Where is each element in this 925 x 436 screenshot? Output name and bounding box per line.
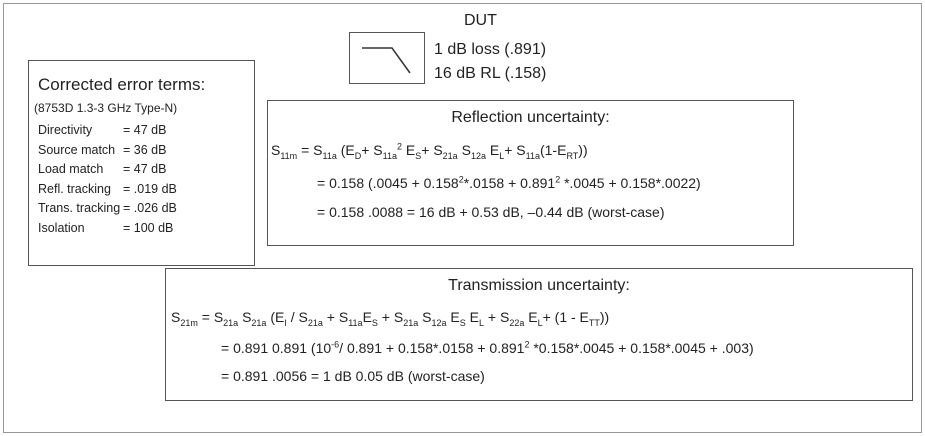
formula-text: E <box>524 309 538 325</box>
subscript: L <box>479 317 485 328</box>
formula-text: *.0158 + 0.891 <box>463 175 556 191</box>
outer-frame <box>3 3 922 433</box>
transmission-box: Transmission uncertainty: S21m = S21a S2… <box>165 268 913 401</box>
subscript: 12a <box>470 150 486 161</box>
term-name: Directivity <box>38 123 93 137</box>
formula-text: S <box>171 309 181 325</box>
formula-text: S <box>418 309 432 325</box>
superscript: 2 <box>524 339 530 350</box>
subscript: S <box>459 317 466 328</box>
formula-line: = 0.158 (.0045 + 0.1582*.0158 + 0.8912 *… <box>317 175 701 191</box>
formula-text: *.0045 + 0.158*.0022) <box>560 175 701 191</box>
term-value: = .026 dB <box>123 201 177 215</box>
error-terms-title: Corrected error terms: <box>38 75 206 94</box>
dut-line: 16 dB RL (.158) <box>434 65 547 82</box>
filter-icon <box>362 47 411 74</box>
formula-text: = S <box>197 309 224 325</box>
superscript: -6 <box>331 339 340 350</box>
term-name: Refl. tracking <box>38 181 111 196</box>
superscript: 2 <box>397 141 403 152</box>
formula-text: = 0.158 (.0045 + 0.158 <box>317 175 459 191</box>
subscript: S <box>415 150 422 161</box>
formula-text: = 0.891 .0056 = 1 dB 0.05 dB (worst-case… <box>221 368 485 384</box>
error-terms-box: Corrected error terms: (8753D 1.3-3 GHz … <box>28 60 255 266</box>
subscript: 12a <box>431 317 447 328</box>
dut-box <box>349 32 425 84</box>
term-name: Trans. tracking <box>38 201 121 215</box>
dut-line: 1 dB loss (.891) <box>434 41 547 58</box>
superscript: 2 <box>555 174 561 185</box>
term-value: = 100 dB <box>123 220 174 235</box>
formula-text: + (1 - E <box>542 309 589 325</box>
term-name: Load match <box>38 162 104 176</box>
subscript: S <box>371 317 378 328</box>
formula-text: + S <box>322 309 349 325</box>
subscript: 22a <box>509 317 525 328</box>
formula-text: )) <box>599 309 610 325</box>
reflection-box: Reflection uncertainty: S11m = S11a (ED+… <box>267 100 794 246</box>
term-value: = 36 dB <box>123 142 167 157</box>
subscript: 21m <box>180 317 198 328</box>
formula-text: (E <box>336 142 355 158</box>
formula-text: E <box>485 142 500 158</box>
formula-line: = 0.158 .0088 = 16 dB + 0.53 dB, –0.44 d… <box>317 204 665 220</box>
reflection-title: Reflection uncertainty: <box>451 109 610 126</box>
term-value: = 47 dB <box>123 123 167 137</box>
formula-text: = S <box>297 142 323 158</box>
subscript: 21a <box>251 317 267 328</box>
formula-text: E <box>446 309 460 325</box>
formula-line: = 0.891 .0056 = 1 dB 0.05 dB (worst-case… <box>221 368 485 384</box>
formula-text: + S <box>421 142 443 158</box>
superscript: 2 <box>458 174 464 185</box>
subscript: 11a <box>382 150 397 161</box>
formula-text: = 0.158 .0088 = 16 dB + 0.53 dB, –0.44 d… <box>317 204 665 220</box>
subscript: 11m <box>280 150 298 161</box>
subscript: 21a <box>223 317 239 328</box>
formula-text: + S <box>361 142 383 158</box>
term-value: = 47 dB <box>123 162 167 176</box>
formula-text: (E <box>266 309 285 325</box>
subscript: I <box>284 317 287 328</box>
subscript: L <box>537 317 543 328</box>
formula-text: + S <box>484 309 510 325</box>
formula-line: = 0.891 0.891 (10-6/ 0.891 + 0.158*.0158… <box>221 340 754 356</box>
subscript: RT <box>566 150 579 161</box>
subscript: L <box>499 150 505 161</box>
error-terms-subtitle: (8753D 1.3-3 GHz Type-N) <box>34 101 178 115</box>
formula-text: E <box>465 309 479 325</box>
formula-text: *0.158*.0045 + 0.158*.0045 + .003) <box>529 340 754 356</box>
subscript: 21a <box>442 150 458 161</box>
transmission-title: Transmission uncertainty: <box>448 277 630 294</box>
formula-text: + S <box>377 309 404 325</box>
formula-text: S <box>271 142 281 158</box>
formula-text: E <box>402 142 416 158</box>
formula-text: S <box>457 142 471 158</box>
dut-title: DUT <box>464 12 497 29</box>
formula-line: S21m = S21a S21a (EI / S21a + S11aES + S… <box>171 309 610 328</box>
formula-text: + S <box>504 142 526 158</box>
subscript: D <box>354 150 362 161</box>
formula-text: )) <box>578 142 588 158</box>
formula-text: / S <box>286 309 308 325</box>
term-name: Source match <box>38 142 116 157</box>
subscript: 11a <box>322 150 337 161</box>
formula-text: (1-E <box>539 142 567 158</box>
subscript: 21a <box>403 317 419 328</box>
term-name: Isolation <box>38 220 85 235</box>
formula-text: S <box>238 309 252 325</box>
formula-line: S11m = S11a (ED+ S11a2 ES+ S21a S12a EL+… <box>271 141 588 161</box>
formula-text: / 0.891 + 0.158*.0158 + 0.891 <box>339 340 525 356</box>
formula-text: = 0.891 0.891 (10 <box>221 340 332 356</box>
subscript: TT <box>588 317 600 328</box>
term-value: = .019 dB <box>123 181 177 196</box>
formula-text: E <box>362 309 372 325</box>
subscript: 11a <box>525 150 540 161</box>
subscript: 21a <box>307 317 323 328</box>
subscript: 11a <box>348 317 363 328</box>
